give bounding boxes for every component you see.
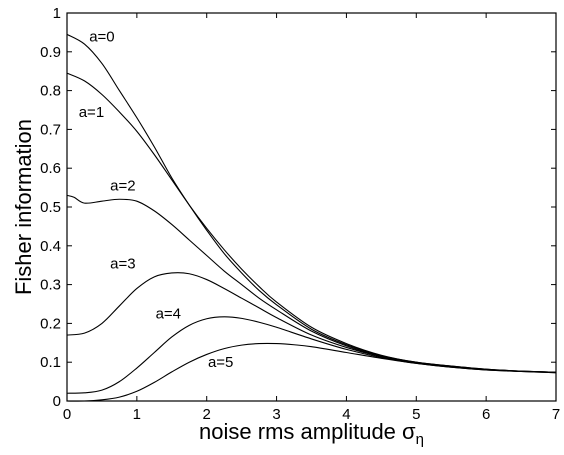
series-label-a=0: a=0 xyxy=(89,28,114,45)
y-tick-label: 0.4 xyxy=(40,238,61,255)
y-tick-label: 0.1 xyxy=(40,354,61,371)
y-tick-label: 0.3 xyxy=(40,277,61,294)
x-tick-label: 0 xyxy=(63,406,71,423)
y-tick-label: 0.6 xyxy=(40,160,61,177)
x-tick-label: 3 xyxy=(272,406,280,423)
series-labels: a=0 a=1 a=2 a=3 a=4 a=5 xyxy=(79,28,234,371)
y-tick-label: 0.2 xyxy=(40,315,61,332)
series-label-a=3: a=3 xyxy=(110,255,135,272)
y-axis-label: Fisher information xyxy=(11,119,36,295)
y-tick-label: 1 xyxy=(53,5,61,22)
series-line-a=3 xyxy=(66,272,557,373)
series-line-a=5 xyxy=(66,342,557,402)
series-label-a=5: a=5 xyxy=(208,354,233,371)
x-tick-label: 2 xyxy=(203,406,211,423)
series-label-a=1: a=1 xyxy=(79,104,104,121)
y-tick-label: 0.8 xyxy=(40,83,61,100)
series-line-a=2 xyxy=(66,194,557,373)
y-tick-label: 0 xyxy=(53,393,61,410)
y-tick-label: 0.5 xyxy=(40,199,61,216)
x-tick-label: 5 xyxy=(412,406,420,423)
series-line-a=1 xyxy=(66,72,557,373)
x-tick-label: 1 xyxy=(133,406,141,423)
x-tick-label: 4 xyxy=(342,406,350,423)
series-line-a=4 xyxy=(66,316,557,394)
y-tick-label: 0.7 xyxy=(40,121,61,138)
y-tick-label: 0.9 xyxy=(40,44,61,61)
series-label-a=4: a=4 xyxy=(156,306,181,323)
y-axis-ticks: 0 0.1 0.2 0.3 0.4 0.5 0.6 0.7 0.8 0.9 1 xyxy=(40,5,556,410)
x-axis-label: noise rms amplitude ση xyxy=(199,419,424,448)
plot-frame xyxy=(66,12,557,402)
x-tick-label: 6 xyxy=(482,406,490,423)
series-line-a=0 xyxy=(66,33,557,373)
x-tick-label: 7 xyxy=(552,406,560,423)
series-label-a=2: a=2 xyxy=(110,178,135,195)
x-axis-label-main: noise rms amplitude σ xyxy=(199,419,416,444)
x-axis-ticks: 0 1 2 3 4 5 6 7 xyxy=(63,13,560,423)
series-curves xyxy=(66,33,557,402)
x-axis-label-subscript: η xyxy=(416,431,424,448)
